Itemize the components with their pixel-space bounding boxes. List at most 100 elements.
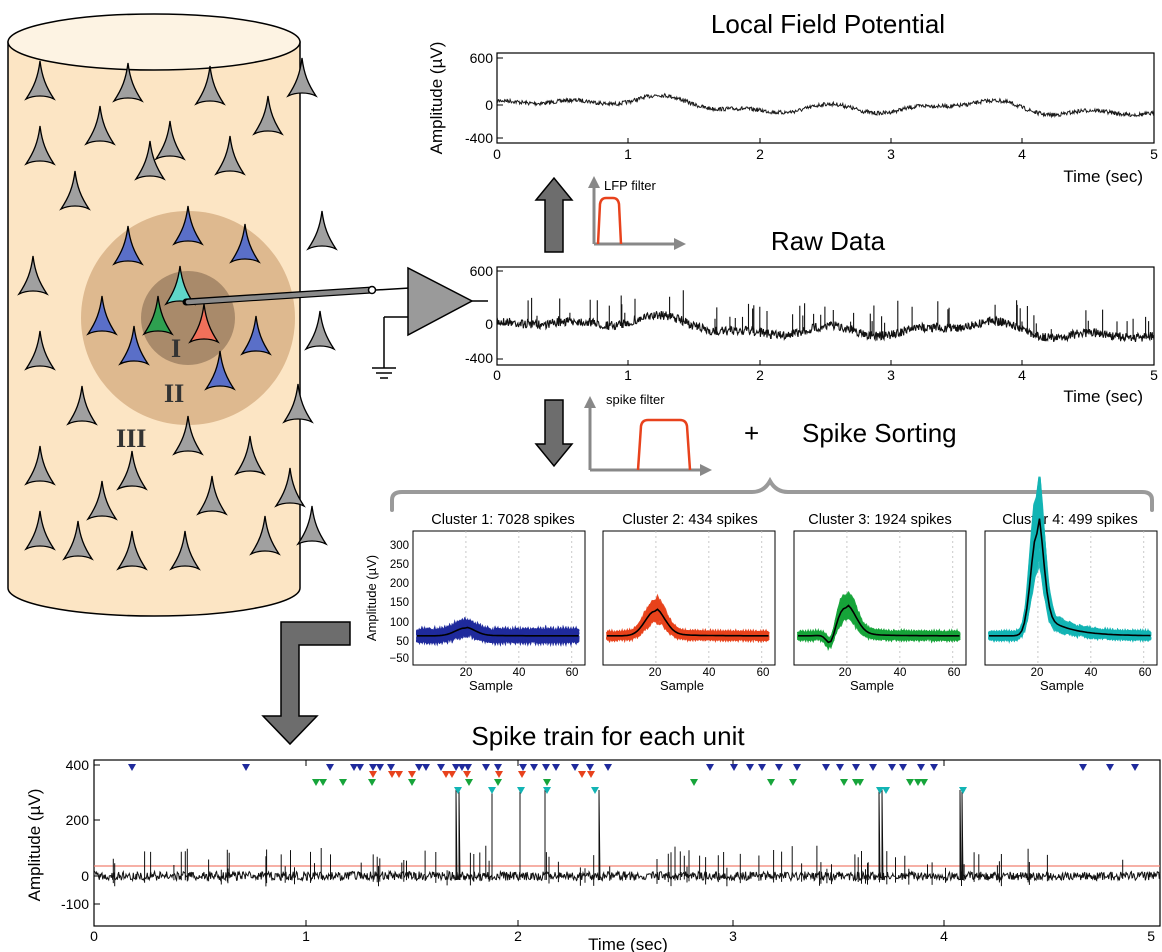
spike-marker-u1-5	[356, 764, 364, 771]
cluster-ytick-150: 150	[390, 597, 409, 609]
st-ytick-neg100: -100	[61, 896, 89, 912]
cluster-yticks: 300 250 200 150 100 50 0 −50	[389, 540, 409, 665]
spike-marker-u1-32	[852, 764, 860, 771]
lfp-axes	[496, 52, 1155, 144]
neuron-4	[286, 57, 318, 98]
neuron-13	[17, 255, 49, 296]
lfp-trace	[496, 92, 1155, 119]
spike-marker-u2-11	[587, 771, 595, 778]
spike-marker-u3-12	[840, 779, 848, 786]
spike-marker-u1-18	[530, 764, 538, 771]
spike-marker-u4-4	[543, 787, 551, 794]
cluster-4-waveform-40	[988, 540, 1152, 643]
spike-marker-u1-8	[387, 764, 395, 771]
lfp-ylabel: Amplitude (µV)	[427, 42, 446, 155]
lfp-ytick-0: 0	[485, 97, 493, 113]
neuron-39	[249, 515, 281, 556]
spike-marker-u2-7	[463, 771, 471, 778]
cluster-brace	[390, 476, 1154, 512]
region-label-III: III	[116, 424, 146, 453]
zone-I-core	[141, 271, 235, 365]
cluster-1-waveform-40	[416, 621, 580, 645]
raw-axes	[496, 266, 1155, 366]
spike-marker-u1-12	[452, 764, 460, 771]
cluster-1-mean-waveform	[417, 626, 579, 637]
neuron-31	[234, 435, 266, 476]
neuron-3	[194, 65, 226, 106]
st-ytick-0: 0	[81, 868, 89, 884]
spike-train-xlabel: Time (sec)	[588, 935, 668, 952]
region-label-I: I	[171, 334, 181, 363]
spike-marker-u1-21	[571, 764, 579, 771]
spike-marker-u1-24	[706, 764, 714, 771]
spike-marker-u2-1	[369, 771, 377, 778]
spike-marker-u2-3	[395, 771, 403, 778]
neuron-36	[62, 520, 94, 561]
neuron-21	[188, 303, 220, 344]
st-xtick-5: 5	[1147, 928, 1155, 944]
neuron-26	[66, 385, 98, 426]
neuron-11	[214, 135, 246, 176]
cluster-ytick-300: 300	[390, 540, 409, 552]
c4-xt20: 20	[1031, 667, 1044, 679]
spike-marker-u2-2	[388, 771, 396, 778]
neuron-34	[274, 467, 306, 508]
spike-marker-u1-9	[415, 764, 423, 771]
spike-marker-u4-6	[876, 787, 884, 794]
down-left-arrow-icon	[261, 621, 351, 746]
neuron-2	[112, 62, 144, 103]
spike-marker-u4-5	[591, 787, 599, 794]
amplifier-icon	[372, 266, 488, 379]
region-label-II: II	[164, 379, 184, 408]
neuron-32	[86, 480, 118, 521]
neuron-33	[196, 475, 228, 516]
spike-marker-u1-15	[482, 764, 490, 771]
spike-train-trace	[93, 789, 1161, 887]
spike-marker-u4-2	[488, 787, 496, 794]
neuron-16	[229, 223, 261, 264]
lfp-xlabel: Time (sec)	[1063, 167, 1143, 186]
neuron-30	[116, 450, 148, 491]
neuron-9	[59, 170, 91, 211]
neuron-17	[24, 330, 56, 371]
c4-xt60: 60	[1139, 667, 1152, 679]
raw-xlabel: Time (sec)	[1063, 387, 1143, 406]
spike-sorting-label: Spike Sorting	[802, 418, 957, 448]
raw-xtick-2: 2	[756, 367, 764, 383]
cluster-3-axes	[793, 530, 967, 666]
neuron-14	[112, 225, 144, 266]
spike-marker-u1-17	[519, 764, 527, 771]
neuron-28	[172, 415, 204, 456]
cluster-ytick-250: 250	[390, 559, 409, 571]
spike-marker-u3-8	[543, 779, 551, 786]
spike-marker-u1-28	[775, 764, 783, 771]
neuron-20	[142, 295, 174, 336]
raw-trace	[496, 290, 1155, 343]
spike-marker-u4-8	[959, 787, 967, 794]
spike-marker-u3-10	[767, 779, 775, 786]
cluster-4-axes	[984, 530, 1158, 666]
raw-title: Raw Data	[771, 226, 886, 256]
cluster-2-axes	[602, 530, 776, 666]
spike-marker-u1-11	[437, 764, 445, 771]
neuron-40	[296, 505, 328, 546]
cluster-2-xlabel: Sample	[660, 678, 704, 693]
spike-marker-u4-3	[517, 787, 525, 794]
lfp-xtick-0: 0	[493, 146, 501, 162]
raw-xtick-5: 5	[1150, 367, 1158, 383]
spike-marker-u3-6	[465, 779, 473, 786]
spike-marker-u3-7	[494, 779, 502, 786]
cluster-2-title: Cluster 2: 434 spikes	[622, 512, 757, 528]
spike-marker-u3-11	[789, 779, 797, 786]
spike-marker-u3-15	[906, 779, 914, 786]
spike-markers	[128, 764, 1139, 794]
plus-sign: +	[744, 418, 759, 448]
spike-marker-u1-31	[836, 764, 844, 771]
spike-marker-u1-13	[458, 764, 466, 771]
spike-marker-u1-40	[1131, 764, 1139, 771]
spike-marker-u1-27	[758, 764, 766, 771]
cluster-1-axes	[412, 530, 586, 666]
raw-ytick-600: 600	[470, 263, 494, 279]
spike-marker-u1-3	[326, 764, 334, 771]
